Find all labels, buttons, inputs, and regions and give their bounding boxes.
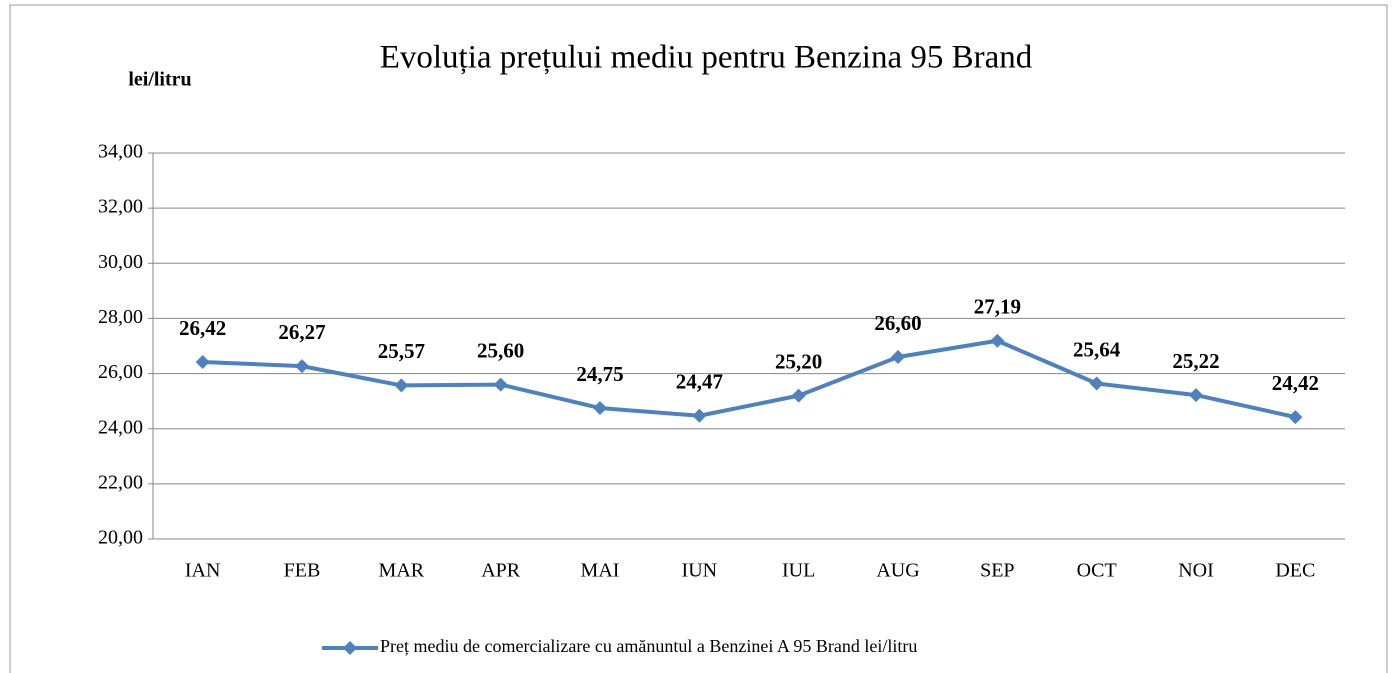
x-tick-label: NOI <box>1178 560 1214 582</box>
data-label: 26,42 <box>179 316 226 340</box>
line-series <box>202 338 1296 420</box>
legend-label: Preț mediu de comercializare cu amănuntu… <box>380 636 917 656</box>
data-point <box>692 408 707 423</box>
x-tick-label: SEP <box>980 560 1014 582</box>
data-point <box>1189 388 1203 403</box>
x-tick-label: MAR <box>379 560 425 582</box>
x-tick-label: DEC <box>1275 560 1315 582</box>
x-tick-label: MAI <box>581 560 620 582</box>
data-point <box>990 333 1005 348</box>
data-label: 25,60 <box>477 338 524 362</box>
x-tick-label: AUG <box>876 560 919 582</box>
data-point <box>394 378 409 393</box>
y-axis-label: lei/litru <box>128 69 191 91</box>
data-point <box>891 350 905 365</box>
data-label: 24,75 <box>576 362 623 386</box>
data-label: 25,22 <box>1172 349 1219 373</box>
data-label: 26,27 <box>278 320 325 344</box>
data-point <box>493 377 508 392</box>
x-tick-label: FEB <box>284 560 321 582</box>
y-tick-label: 28,00 <box>98 306 143 328</box>
y-tick-label: 22,00 <box>98 471 143 493</box>
x-tick-label: OCT <box>1077 560 1117 582</box>
y-tick-label: 26,00 <box>98 361 143 383</box>
y-tick-label: 32,00 <box>98 196 143 218</box>
data-label: 24,47 <box>676 370 723 394</box>
data-point <box>195 354 210 369</box>
x-tick-label: APR <box>481 560 521 582</box>
chart-frame <box>9 4 1388 673</box>
data-point <box>1089 376 1104 391</box>
x-tick-label: IUN <box>682 560 718 582</box>
x-tick-label: IAN <box>185 560 221 582</box>
legend-marker <box>343 641 357 655</box>
data-label: 26,60 <box>874 311 921 335</box>
x-tick-label: IUL <box>782 560 815 582</box>
data-point <box>791 388 806 403</box>
data-label: 24,42 <box>1272 371 1319 395</box>
y-tick-label: 34,00 <box>98 141 143 163</box>
data-point <box>1288 410 1303 425</box>
data-label: 25,57 <box>378 339 425 363</box>
chart-title: Evoluția prețului mediu pentru Benzina 9… <box>380 40 1033 76</box>
data-label: 25,20 <box>775 349 822 373</box>
y-tick-label: 20,00 <box>98 527 143 549</box>
y-tick-label: 24,00 <box>98 416 143 438</box>
data-label: 25,64 <box>1073 337 1121 361</box>
data-point <box>593 401 607 416</box>
data-point <box>295 359 309 374</box>
data-label: 27,19 <box>974 295 1021 319</box>
y-tick-label: 30,00 <box>98 251 143 273</box>
